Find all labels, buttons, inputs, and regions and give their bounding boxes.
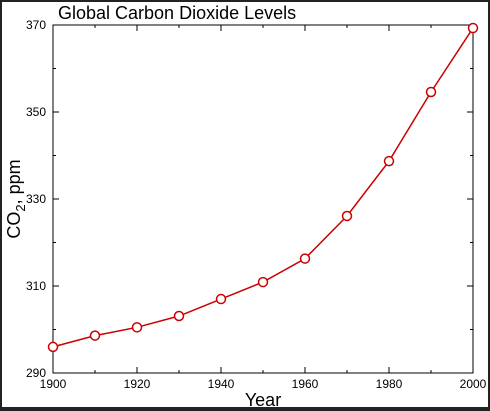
data-point bbox=[131, 322, 143, 333]
x-tick-label: 1920 bbox=[124, 377, 151, 391]
data-point bbox=[341, 210, 353, 222]
x-tick-label: 1900 bbox=[40, 377, 67, 391]
plot-area bbox=[52, 24, 474, 374]
data-point bbox=[89, 330, 101, 341]
data-point bbox=[467, 22, 479, 34]
x-axis-label: Year bbox=[245, 390, 281, 410]
data-point bbox=[425, 86, 437, 98]
x-tick-label: 1980 bbox=[376, 377, 403, 391]
axis-tick-labels: 1900 1920 1940 1960 1980 2000 290 310 330 350 370 bbox=[26, 18, 487, 391]
data-point bbox=[257, 276, 269, 288]
data-point bbox=[383, 155, 395, 167]
chart-title: Global Carbon Dioxide Levels bbox=[58, 3, 296, 23]
x-tick-label: 1940 bbox=[208, 377, 235, 391]
x-tick-label: 1960 bbox=[292, 377, 319, 391]
y-tick-label: 310 bbox=[26, 279, 46, 293]
series-layer bbox=[47, 22, 479, 353]
series-line bbox=[52, 27, 474, 348]
y-tick-label: 290 bbox=[26, 366, 46, 380]
y-tick-label: 330 bbox=[26, 192, 46, 206]
data-point bbox=[47, 341, 59, 353]
data-point bbox=[299, 253, 311, 264]
y-axis-label: CO2, ppm bbox=[4, 159, 28, 238]
x-tick-label: 2000 bbox=[460, 377, 487, 391]
y-axis-label-subscript: 2 bbox=[13, 204, 28, 211]
y-axis-label-rest: , ppm bbox=[4, 159, 24, 204]
y-axis-label-main: CO bbox=[4, 212, 24, 239]
data-point bbox=[173, 310, 185, 322]
y-tick-label: 350 bbox=[26, 105, 46, 119]
y-tick-label: 370 bbox=[26, 18, 46, 32]
data-point bbox=[215, 293, 227, 305]
axis-ticks bbox=[52, 24, 474, 374]
